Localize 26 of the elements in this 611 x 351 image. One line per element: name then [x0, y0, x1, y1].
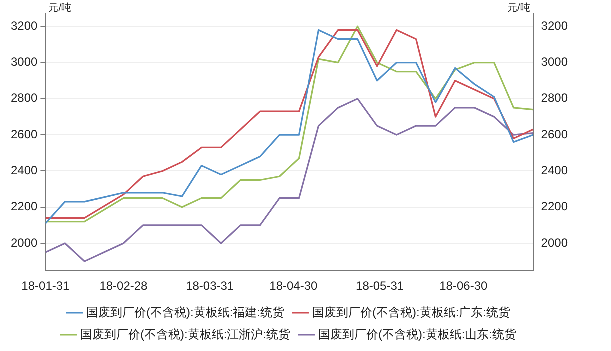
x-tick-label: 18-01-31	[22, 279, 70, 294]
y-tick-label: 3200	[10, 18, 38, 33]
x-tick-label: 18-02-28	[100, 279, 148, 294]
y2-tick-label: 2600	[541, 127, 568, 142]
legend-label: 国废到厂价(不含税):黄板纸:福建:统货	[86, 305, 285, 320]
y2-tick-label: 3000	[541, 55, 568, 70]
y-tick-label: 2400	[10, 164, 38, 178]
x-tick-label: 18-03-31	[186, 279, 234, 294]
x-tick-label: 18-04-30	[270, 279, 318, 294]
y-tick-label: 2800	[10, 91, 38, 106]
y2-tick-label: 2200	[541, 200, 568, 214]
y2-tick-label: 3200	[541, 18, 568, 33]
legend-label: 国废到厂价(不含税):黄板纸:江浙沪:统货	[80, 327, 291, 342]
x-tick-label: 18-05-31	[356, 279, 404, 294]
y2-tick-label: 2400	[541, 164, 568, 178]
y2-axis-title: 元/吨	[508, 2, 530, 14]
x-tick-label: 18-06-30	[440, 279, 488, 294]
y2-tick-label: 2800	[541, 91, 568, 106]
legend-label: 国废到厂价(不含税):黄板纸:山东:统货	[318, 327, 516, 342]
y-tick-label: 2000	[10, 236, 38, 250]
y-tick-label: 2200	[10, 200, 38, 214]
legend-label: 国废到厂价(不含税):黄板纸:广东:统货	[312, 305, 510, 320]
y-axis-title: 元/吨	[48, 2, 72, 14]
y2-tick-label: 2000	[541, 236, 568, 250]
y-tick-label: 3000	[10, 55, 38, 70]
y-tick-label: 2600	[10, 127, 38, 142]
